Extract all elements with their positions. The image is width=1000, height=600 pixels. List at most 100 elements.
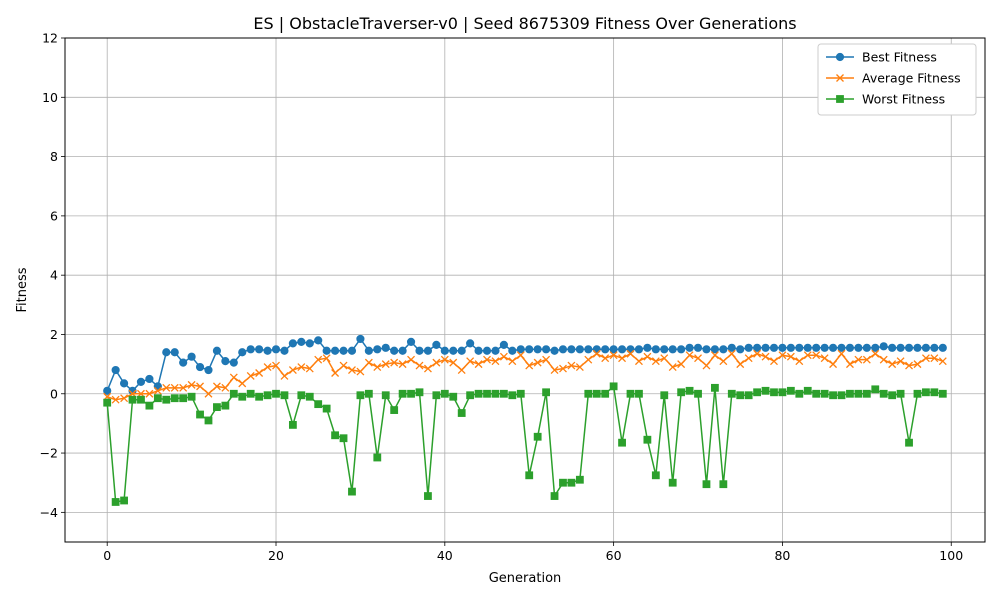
best-fitness-point xyxy=(136,377,146,387)
worst-fitness-point xyxy=(905,438,913,447)
average-fitness-point xyxy=(710,351,719,360)
average-fitness-point xyxy=(845,360,854,369)
worst-fitness-point xyxy=(677,388,686,397)
worst-fitness-point xyxy=(660,391,669,400)
average-fitness-point xyxy=(423,364,432,373)
worst-fitness-point xyxy=(533,432,542,441)
worst-fitness-point xyxy=(305,392,314,401)
plot-frame xyxy=(64,37,986,543)
best-fitness-point xyxy=(828,343,838,352)
best-fitness-point xyxy=(921,343,931,352)
best-fitness-point xyxy=(212,346,222,355)
worst-fitness-point xyxy=(170,394,179,403)
average-fitness-point xyxy=(778,351,787,360)
average-fitness-point xyxy=(786,352,795,361)
average-fitness-point xyxy=(204,389,213,398)
worst-fitness-point xyxy=(196,410,204,419)
worst-fitness-point xyxy=(601,389,610,398)
worst-fitness-point xyxy=(153,394,162,403)
x-tick-label: 40 xyxy=(437,548,453,563)
worst-fitness-point xyxy=(719,480,728,489)
average-fitness-point xyxy=(196,382,205,391)
average-fitness-line xyxy=(106,352,944,401)
worst-fitness-point xyxy=(846,389,854,398)
worst-fitness-point xyxy=(761,386,770,395)
worst-fitness-line xyxy=(106,384,943,503)
legend-label: Best Fitness xyxy=(862,50,937,65)
average-fitness-point xyxy=(601,354,610,363)
worst-fitness-point xyxy=(398,389,407,398)
worst-fitness-point xyxy=(204,416,213,425)
best-fitness-point xyxy=(280,346,289,355)
best-fitness-point xyxy=(432,340,441,349)
worst-fitness-point xyxy=(491,389,500,398)
worst-fitness-point xyxy=(103,398,112,407)
average-fitness-point xyxy=(744,354,753,363)
worst-fitness-point xyxy=(922,388,930,397)
average-fitness-point xyxy=(795,357,804,366)
worst-fitness-point xyxy=(930,388,939,397)
average-fitness-point xyxy=(905,361,913,370)
worst-fitness-point xyxy=(668,478,677,487)
average-fitness-point xyxy=(677,360,686,369)
y-tick-label: 10 xyxy=(42,90,58,105)
average-fitness-point xyxy=(862,355,871,364)
average-fitness-point xyxy=(373,363,382,372)
worst-fitness-point xyxy=(348,487,356,496)
worst-fitness-point xyxy=(694,389,702,398)
average-fitness-point xyxy=(280,372,289,380)
worst-fitness-point xyxy=(474,389,483,398)
average-fitness-point xyxy=(803,351,812,360)
worst-fitness-point xyxy=(314,400,323,409)
average-fitness-point xyxy=(415,361,424,370)
average-fitness-point xyxy=(575,363,584,372)
best-fitness-point xyxy=(550,346,559,355)
average-fitness-point xyxy=(474,360,483,369)
best-fitness-point xyxy=(904,343,914,352)
best-fitness-point xyxy=(634,345,644,354)
worst-fitness-point xyxy=(508,391,517,400)
y-tick-label: −4 xyxy=(40,505,58,520)
best-fitness-point xyxy=(499,340,508,349)
worst-fitness-point xyxy=(559,478,567,487)
best-fitness-point xyxy=(862,343,871,352)
worst-fitness-point xyxy=(837,391,846,400)
best-fitness-point xyxy=(820,343,829,352)
y-tick-label: 0 xyxy=(50,386,58,401)
best-fitness-point xyxy=(558,345,568,354)
worst-fitness-point xyxy=(516,389,525,398)
worst-fitness-point xyxy=(744,391,753,400)
average-fitness-point xyxy=(339,361,348,370)
worst-fitness-point xyxy=(896,389,905,398)
average-fitness-point xyxy=(854,355,863,364)
average-fitness-point xyxy=(111,395,120,404)
best-fitness-point xyxy=(255,345,264,354)
best-fitness-point xyxy=(373,345,382,354)
worst-fitness-point xyxy=(854,389,863,398)
legend-entry-best-fitness: Best Fitness xyxy=(826,50,937,65)
average-fitness-point xyxy=(246,372,255,380)
y-tick-label: 6 xyxy=(50,208,58,223)
best-fitness-point xyxy=(795,343,804,352)
best-fitness-point xyxy=(854,343,863,352)
average-fitness-point xyxy=(466,357,475,366)
legend-label: Worst Fitness xyxy=(862,92,945,107)
worst-fitness-point xyxy=(432,391,441,400)
best-fitness-point xyxy=(204,365,213,375)
average-fitness-point xyxy=(457,366,466,375)
best-fitness-point xyxy=(440,346,449,355)
best-fitness-point xyxy=(930,343,939,352)
average-fitness-point xyxy=(297,363,306,372)
average-fitness-point xyxy=(702,361,711,370)
best-fitness-point xyxy=(744,343,753,352)
worst-fitness-point xyxy=(820,389,829,398)
best-fitness-point xyxy=(736,345,745,354)
average-fitness-point xyxy=(525,361,534,370)
average-fitness-point xyxy=(913,360,922,369)
ticks: 0 20 40 60 80 100 −4 −2 0 2 4 6 8 10 12 xyxy=(40,31,964,564)
best-fitness-point xyxy=(567,345,576,354)
legend-marker xyxy=(836,74,844,82)
average-fitness-point xyxy=(440,355,449,364)
best-fitness-point xyxy=(221,357,230,366)
average-fitness-point xyxy=(221,383,230,392)
